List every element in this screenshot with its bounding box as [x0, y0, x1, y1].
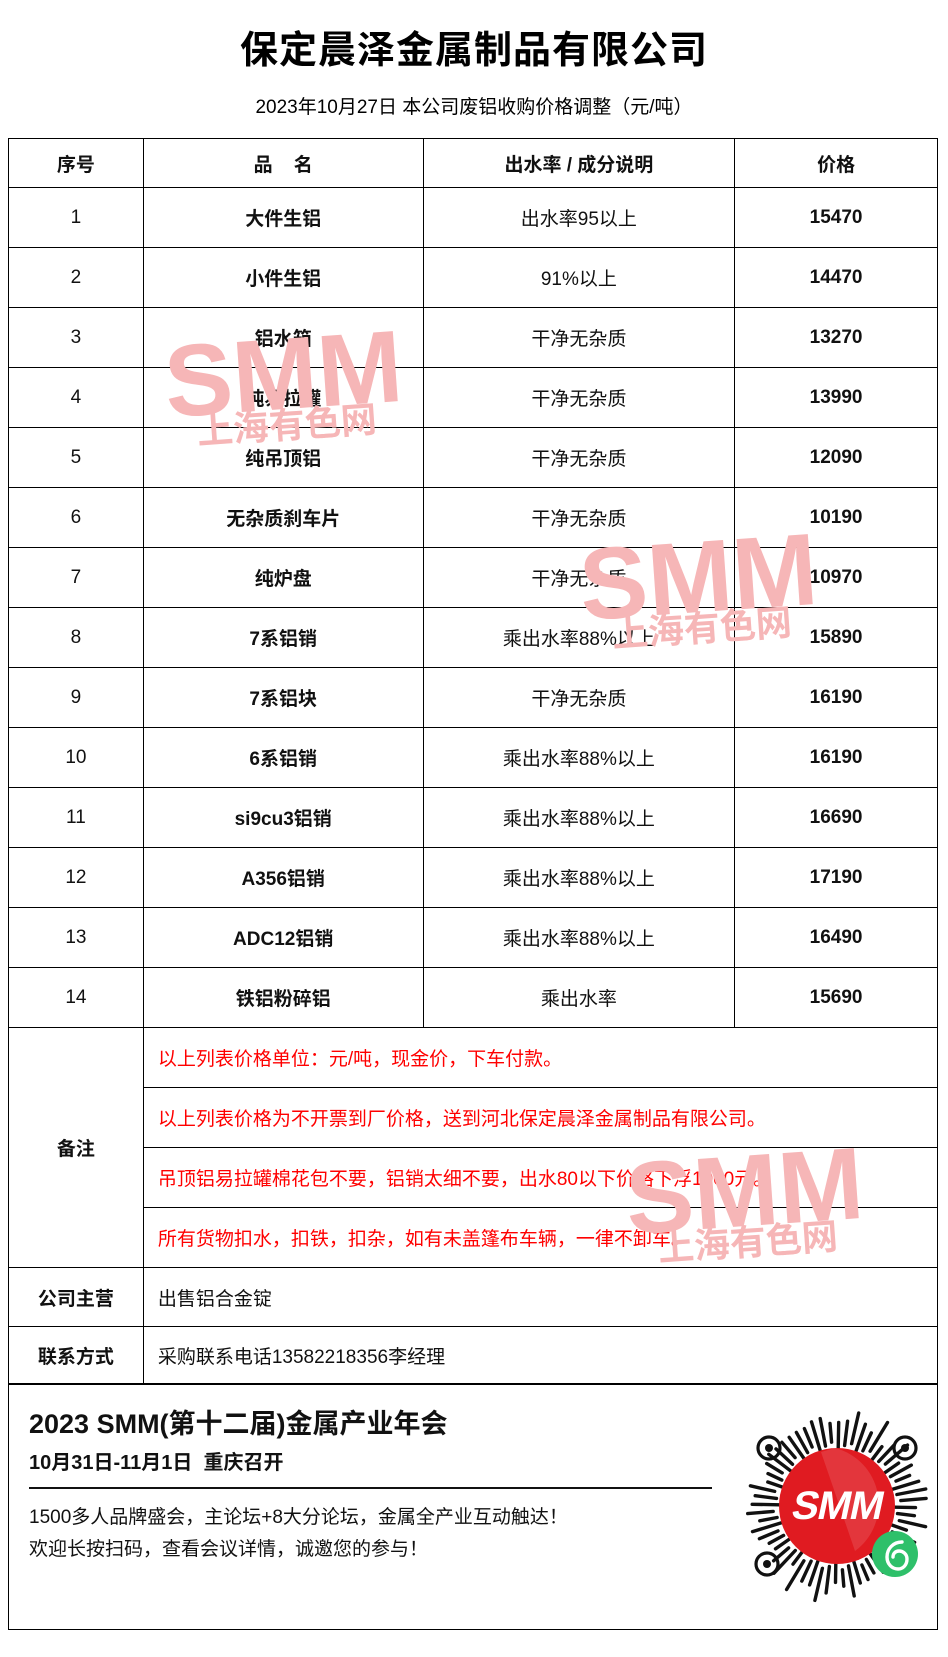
svg-text:SMM: SMM	[788, 1482, 888, 1527]
